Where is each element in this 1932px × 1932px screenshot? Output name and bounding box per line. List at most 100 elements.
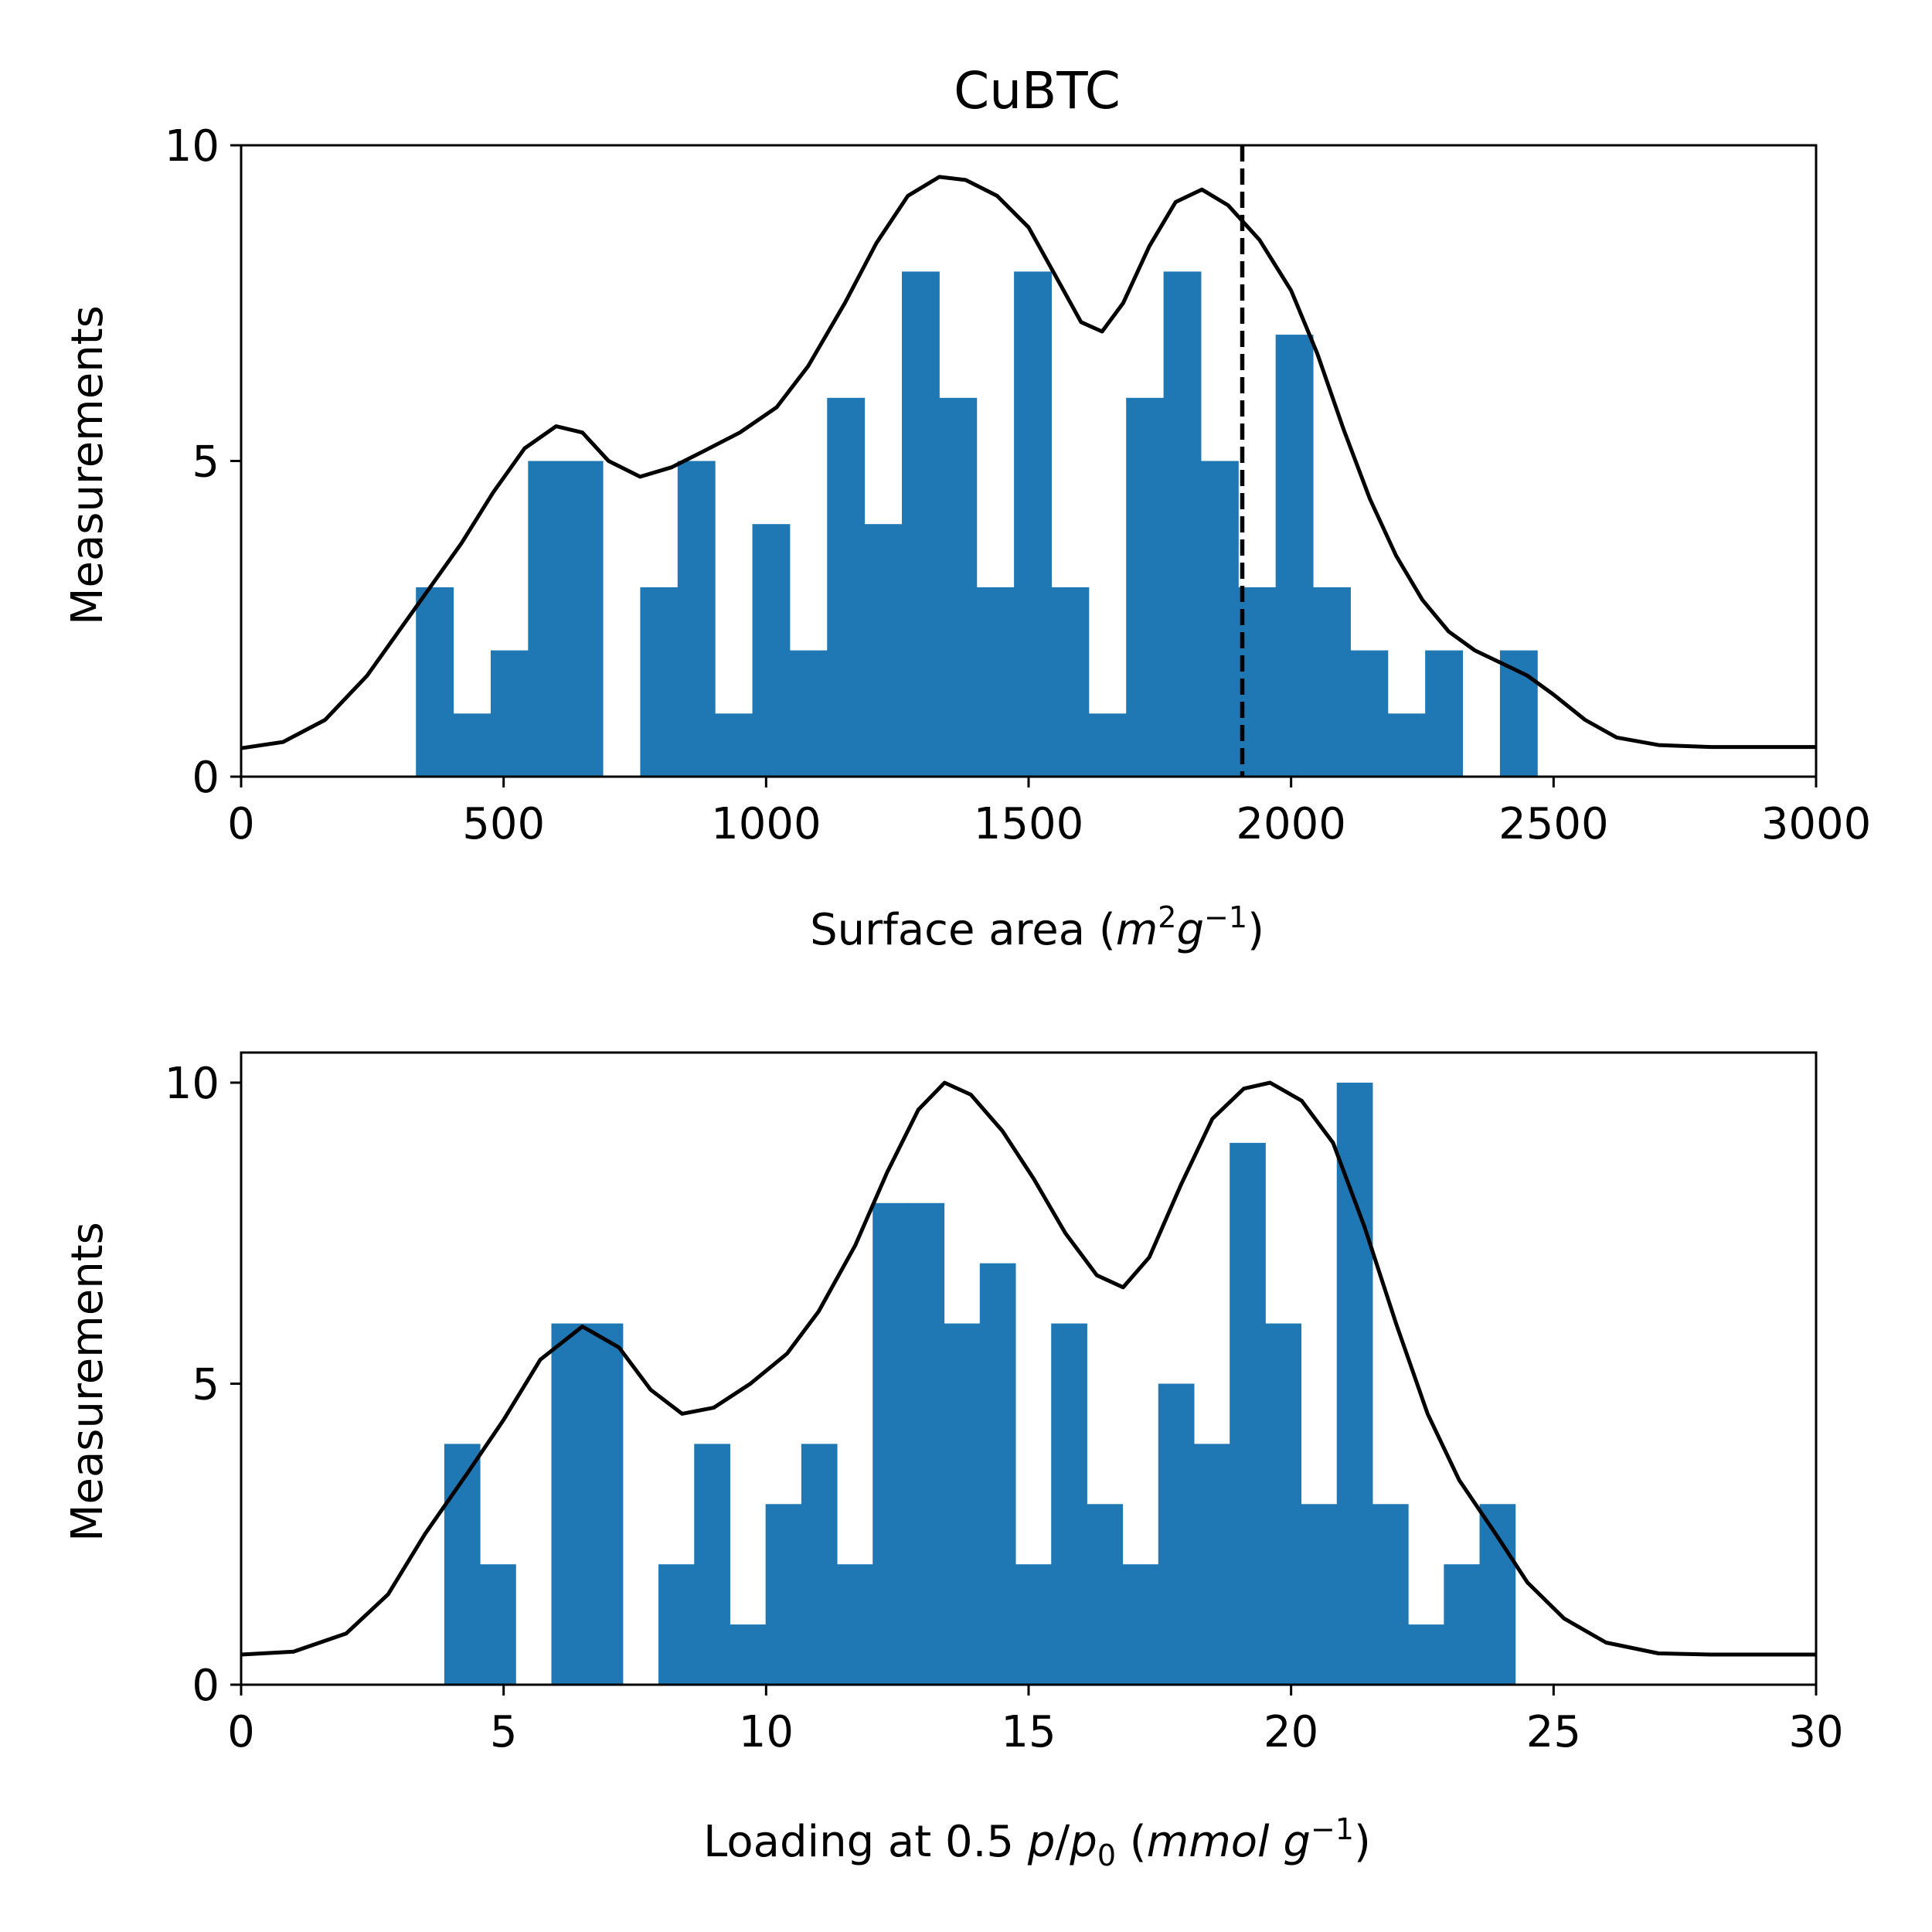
- bars: [416, 271, 1538, 777]
- density-curve: [240, 175, 1816, 750]
- histogram-bar: [864, 524, 903, 777]
- x-tick-label: 5: [490, 1707, 518, 1757]
- histogram-bar: [1015, 1564, 1052, 1685]
- y-tick-label: 0: [192, 753, 219, 803]
- histogram-bar: [1336, 1082, 1373, 1685]
- histogram-bar: [1499, 650, 1538, 777]
- x-axis-label-slash: /: [1055, 1817, 1070, 1867]
- histogram-bar: [837, 1564, 873, 1685]
- x-axis-label-exp-minus1: −1: [1311, 1812, 1354, 1846]
- x-tick-label: 1500: [974, 799, 1084, 849]
- histogram-bar: [640, 587, 679, 777]
- histogram-bar: [1265, 1323, 1302, 1685]
- histogram-bar: [1275, 335, 1314, 777]
- x-tick-label: 2500: [1498, 799, 1609, 849]
- histogram-bar: [902, 271, 940, 777]
- histogram-bar: [416, 587, 454, 777]
- y-axis-label: Measurements: [63, 1222, 113, 1542]
- histogram-bar: [1479, 1504, 1516, 1685]
- histogram-bar: [480, 1564, 516, 1685]
- x-axis-label-p0: p: [1069, 1817, 1097, 1867]
- histogram-bar: [752, 524, 791, 777]
- histogram-bar: [908, 1202, 945, 1685]
- y-tick-label: 5: [192, 1359, 219, 1410]
- histogram-bar: [1372, 1504, 1409, 1685]
- tick-layer: 0 5 10 15 20 25 30 0 5 10: [165, 1059, 1844, 1757]
- y-tick-label: 0: [192, 1661, 219, 1711]
- histogram-bar: [565, 461, 604, 777]
- x-tick-label: 25: [1526, 1707, 1581, 1757]
- x-tick-label: 500: [462, 799, 545, 849]
- histogram-bar: [1230, 1142, 1266, 1685]
- histogram-bar: [939, 397, 978, 777]
- x-tick-label: 2000: [1236, 799, 1346, 849]
- histogram-bar: [694, 1444, 730, 1685]
- x-axis-label-open: (: [1116, 1817, 1147, 1867]
- histogram-bar: [1163, 271, 1202, 777]
- x-axis-label-sub-0: 0: [1097, 1838, 1116, 1872]
- x-axis-label-suffix: ): [1247, 905, 1264, 955]
- histogram-bar: [944, 1323, 981, 1685]
- histogram-bar: [765, 1504, 802, 1685]
- histogram-bar: [1087, 1504, 1124, 1685]
- histogram-bar: [1200, 461, 1239, 777]
- loading-histogram: 0 5 10 15 20 25 30 0 5 10 Measurements Loading at…: [63, 1051, 1844, 1872]
- y-tick-label: 10: [165, 1059, 219, 1109]
- density-curve-layer: [240, 1080, 1816, 1657]
- x-axis-label-prefix: Surface area (: [810, 905, 1116, 955]
- histogram-bar: [1088, 713, 1127, 777]
- tick-layer: 0 500 1000 1500 2000 2500 3000 0 5 10: [165, 121, 1872, 849]
- histogram-bar: [528, 461, 566, 777]
- histogram-bar: [730, 1624, 767, 1685]
- histogram-bar: [1193, 1444, 1230, 1685]
- x-tick-label: 30: [1788, 1707, 1843, 1757]
- x-axis-label: Loading at 0.5 p/p0 (mmol g−1): [703, 1812, 1371, 1872]
- density-curve-layer: [240, 145, 1816, 777]
- histogram-bar: [1313, 587, 1351, 777]
- y-tick-label: 5: [192, 437, 219, 488]
- histogram-bar: [453, 713, 492, 777]
- x-axis-label-g: g: [1176, 905, 1204, 955]
- surface-area-histogram: CuBTC 0 500 1000 1500 2000 2500 3000 0 5 10 Measu…: [63, 61, 1871, 955]
- chart-title: CuBTC: [954, 61, 1121, 121]
- histogram-bar: [677, 461, 716, 777]
- x-axis-label-exp-minus1: −1: [1204, 900, 1247, 934]
- histogram-bar: [1051, 1323, 1087, 1685]
- histogram-bar: [976, 587, 1015, 777]
- x-axis-label-exp-2: 2: [1158, 900, 1176, 934]
- histogram-bar: [490, 650, 529, 777]
- histogram-bar: [1301, 1504, 1338, 1685]
- x-tick-label: 1000: [711, 799, 821, 849]
- x-tick-label: 3000: [1761, 799, 1872, 849]
- x-tick-label: 15: [1001, 1707, 1056, 1757]
- histogram-bar: [1126, 397, 1165, 777]
- histogram-bar: [715, 713, 753, 777]
- histogram-bar: [1350, 650, 1389, 777]
- histogram-bar: [1425, 650, 1464, 777]
- x-axis-label-prefix: Loading at 0.5: [703, 1817, 1028, 1867]
- x-axis-label-suffix: ): [1354, 1817, 1371, 1867]
- x-tick-label: 0: [227, 1707, 255, 1757]
- y-tick-label: 10: [165, 121, 219, 172]
- histogram-bar: [658, 1564, 695, 1685]
- histogram-bar: [1122, 1564, 1159, 1685]
- histogram-bar: [827, 397, 866, 777]
- y-axis-label: Measurements: [63, 305, 113, 625]
- histogram-bar: [872, 1202, 909, 1685]
- histogram-bar: [801, 1444, 838, 1685]
- histogram-bar: [1014, 271, 1052, 777]
- x-axis-label: Surface area (m2g−1): [810, 900, 1264, 955]
- histogram-bar: [444, 1444, 481, 1685]
- histogram-bar: [1238, 587, 1277, 777]
- histogram-bar: [1158, 1383, 1195, 1685]
- histogram-bar: [789, 650, 828, 777]
- density-curve: [240, 1080, 1816, 1657]
- histogram-bar: [1051, 587, 1090, 777]
- x-tick-label: 10: [739, 1707, 794, 1757]
- x-axis-label-m: m: [1116, 905, 1158, 955]
- histogram-bar: [587, 1323, 624, 1685]
- histogram-bar: [551, 1323, 588, 1685]
- x-axis-label-p: p: [1027, 1817, 1056, 1867]
- x-axis-label-unit: mmol g: [1147, 1817, 1311, 1867]
